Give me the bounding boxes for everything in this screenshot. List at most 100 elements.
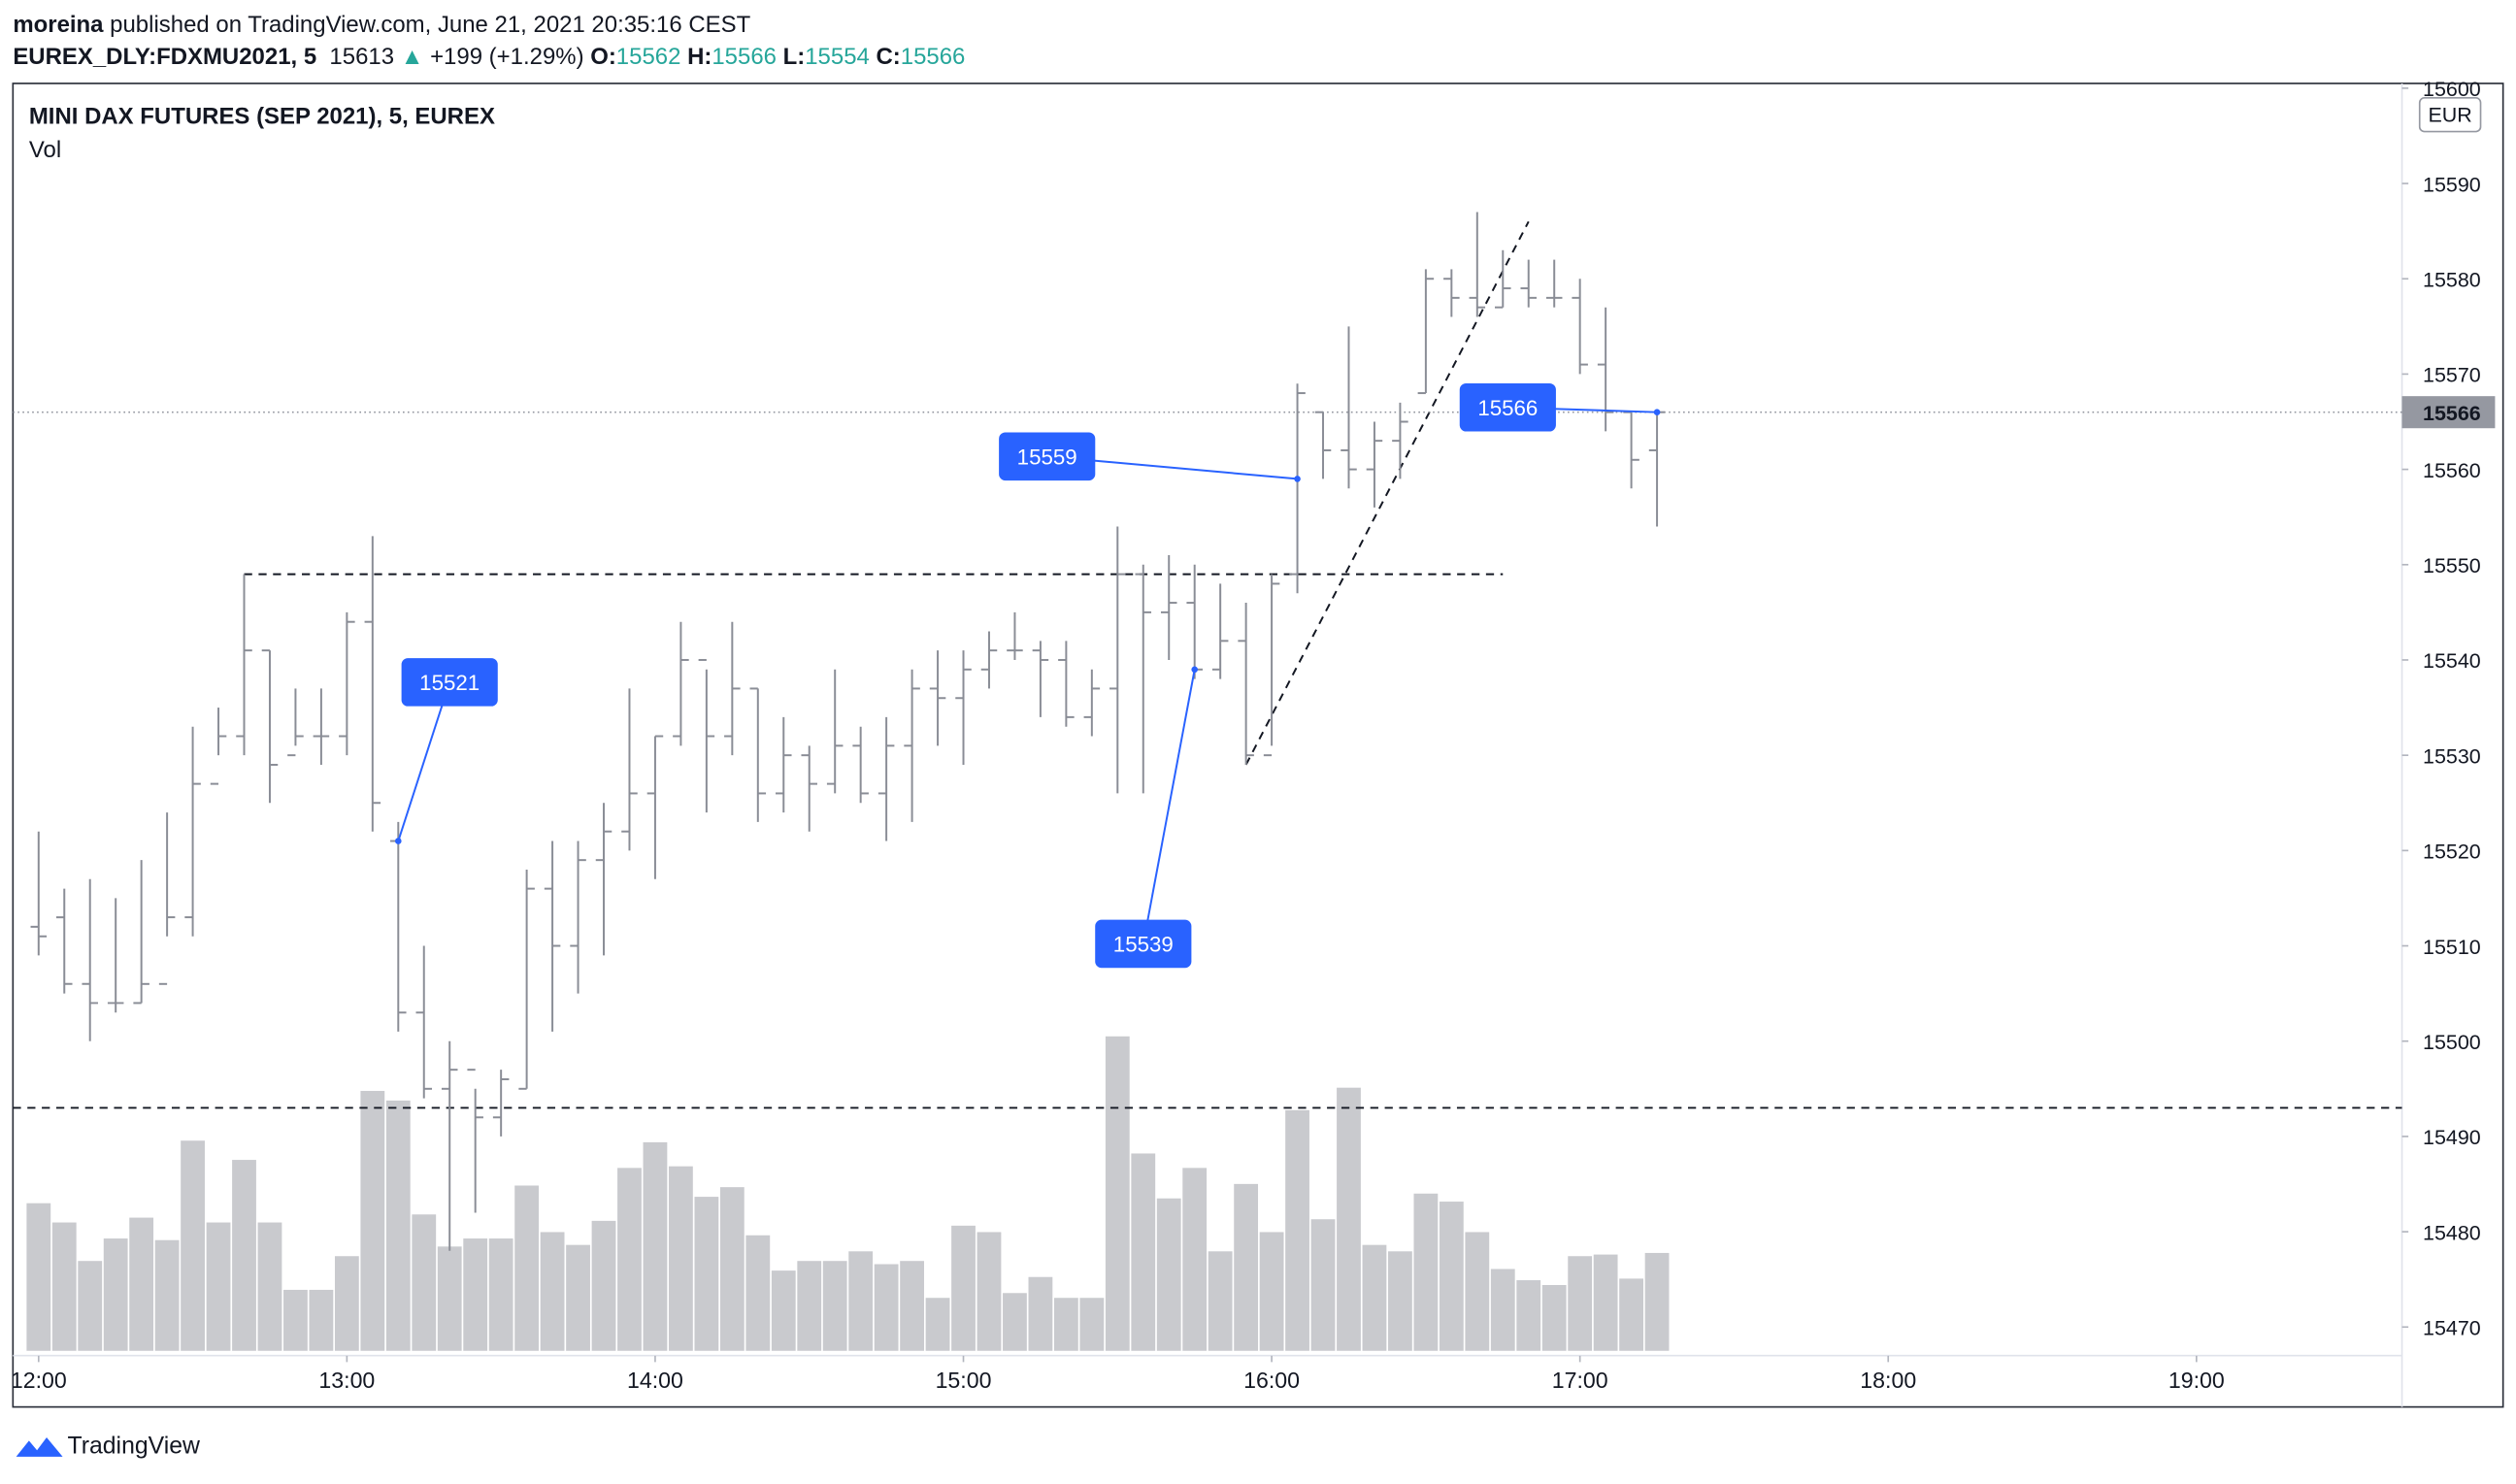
- volume-bar: [694, 1197, 719, 1351]
- volume-bar: [360, 1090, 385, 1351]
- x-tick-label: 17:00: [1552, 1368, 1608, 1393]
- ohlc-value: 15566: [712, 44, 777, 70]
- volume-bar: [1516, 1280, 1541, 1351]
- annotation-anchor: [1191, 666, 1199, 674]
- volume-label: Vol: [29, 137, 61, 163]
- volume-bar: [1619, 1278, 1643, 1351]
- x-tick-label: 14:00: [627, 1368, 683, 1393]
- volume-bar: [566, 1244, 590, 1351]
- last-price-tag: [2401, 396, 2496, 429]
- x-tick-label: 12:00: [11, 1368, 67, 1393]
- volume-bar: [900, 1261, 924, 1351]
- volume-bar: [334, 1256, 359, 1351]
- y-tick-label: 15490: [2423, 1126, 2481, 1149]
- volume-bar: [1644, 1252, 1670, 1351]
- volume-bar: [1541, 1284, 1567, 1351]
- y-tick-label: 15550: [2423, 554, 2481, 577]
- volume-bar: [1568, 1256, 1593, 1351]
- volume-bar: [206, 1222, 231, 1351]
- chart-title: MINI DAX FUTURES (SEP 2021), 5, EUREX: [29, 103, 495, 129]
- currency-box: [2418, 97, 2482, 133]
- y-tick-label: 15470: [2423, 1317, 2481, 1340]
- volume-bar: [771, 1270, 796, 1351]
- y-tick-label: 15580: [2423, 268, 2481, 291]
- volume-bar: [488, 1238, 513, 1351]
- volume-bar: [848, 1251, 874, 1351]
- volume-bar: [1105, 1036, 1130, 1351]
- y-tick-label: 15540: [2423, 649, 2481, 673]
- chart-frame: [12, 82, 2504, 1408]
- annotation-box: [1095, 919, 1192, 969]
- trend-line: [1244, 220, 1530, 766]
- brand: TradingView: [68, 1434, 200, 1460]
- volume-bar: [1208, 1251, 1233, 1351]
- y-tick-label: 15590: [2423, 173, 2481, 196]
- volume-bar: [1465, 1232, 1490, 1351]
- volume-bar: [874, 1264, 899, 1351]
- y-tick-label: 15510: [2423, 936, 2481, 959]
- y-tick-label: 15520: [2423, 841, 2481, 864]
- change-arrow: ▲: [401, 44, 424, 70]
- x-tick-label: 13:00: [318, 1368, 375, 1393]
- volume-bar: [822, 1261, 847, 1351]
- volume-bar: [719, 1187, 745, 1351]
- ohlc-value: 15562: [616, 44, 681, 70]
- price-axis: 15470 15480 15490 15500 15510 15520 15530 15540…: [2401, 78, 2496, 1340]
- last: 15613: [329, 44, 394, 70]
- volume-bar: [977, 1232, 1002, 1351]
- annotation-label: 15559: [1017, 445, 1077, 470]
- volume-bar: [745, 1235, 771, 1351]
- ohlc-label: L:: [783, 44, 806, 70]
- volume-bar: [925, 1298, 950, 1351]
- footer: TradingView: [16, 1434, 200, 1460]
- volume-bar: [154, 1239, 180, 1351]
- volume-bar: [1028, 1276, 1053, 1351]
- volume-bar: [1388, 1251, 1412, 1351]
- volume-bar: [540, 1232, 565, 1351]
- volume-bar: [1439, 1202, 1464, 1351]
- x-tick-label: 18:00: [1860, 1368, 1916, 1393]
- volume-bar: [643, 1141, 668, 1351]
- volume-bar: [591, 1220, 616, 1351]
- volume-bar: [1234, 1183, 1259, 1351]
- volume-bar: [951, 1225, 976, 1351]
- volume-bar: [617, 1168, 642, 1351]
- annotation-label: 15521: [419, 671, 480, 695]
- annotation-label: 15539: [1113, 933, 1174, 957]
- header-line-1: moreina published on TradingView.com, Ju…: [13, 12, 750, 38]
- ohlc-value: 15566: [901, 44, 966, 70]
- annotation-pointer: [1142, 669, 1196, 944]
- volume-bar: [669, 1166, 693, 1351]
- volume-bar: [103, 1238, 128, 1351]
- volume-bar: [1337, 1087, 1361, 1351]
- volume-bar: [129, 1217, 154, 1351]
- last-price-label: 15566: [2423, 402, 2481, 425]
- volume-bar: [437, 1246, 462, 1351]
- ohlc-label: C:: [877, 44, 901, 70]
- published: published on TradingView.com, June 21, 2…: [110, 12, 750, 38]
- volume-bar: [1259, 1232, 1284, 1351]
- annotation-box: [999, 432, 1096, 481]
- annotation-anchor: [394, 838, 402, 844]
- plot-area: 15521 15539 15559 15566: [13, 212, 2402, 1351]
- volume-bar: [412, 1214, 437, 1351]
- volume-bar: [181, 1140, 205, 1351]
- y-tick-label: 15570: [2423, 364, 2481, 387]
- annotation-box: [1459, 382, 1556, 432]
- y-tick-label: 15560: [2423, 459, 2481, 482]
- volume-bar: [385, 1100, 411, 1351]
- annotation-box: [401, 658, 498, 707]
- time-axis: 12:00 13:00 14:00 15:00 16:00 17:00 18:00 19:00: [11, 1355, 2225, 1393]
- volume-bar: [232, 1160, 256, 1351]
- volume-bar: [1310, 1219, 1336, 1351]
- volume-bar: [283, 1289, 308, 1351]
- volume-bar: [1156, 1198, 1181, 1351]
- volume-bar: [51, 1222, 77, 1351]
- y-tick-label: 15480: [2423, 1221, 2481, 1244]
- volume-bar: [1285, 1109, 1309, 1351]
- volume-bar: [1413, 1193, 1439, 1351]
- ohlc-label: H:: [687, 44, 712, 70]
- header-line-2: EUREX_DLY:FDXMU2021, 5 15613 ▲ +199 (+1.…: [13, 44, 965, 70]
- volume-bar: [1182, 1168, 1208, 1351]
